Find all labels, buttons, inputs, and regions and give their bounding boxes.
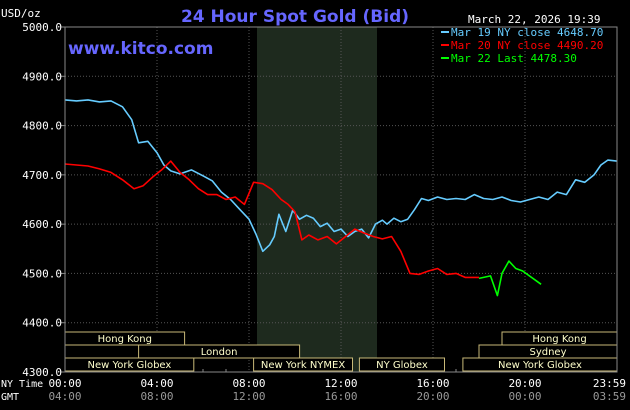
market-session-bars: Hong Kong London New York Globex New York N… [64,331,618,372]
y-tick-label: 4800.0 [22,120,62,133]
market-session-label: London [201,347,238,358]
y-tick-label: 4900.0 [22,70,62,83]
x-tick-label-gmt: 00:00 [508,390,541,403]
x-axis-tick-labels: 00:0004:0004:0008:0008:0012:0012:0016:00… [48,377,626,403]
x-tick-label-nytime: 23:59 [593,377,626,390]
y-tick-label: 4400.0 [22,317,62,330]
legend-entry: Mar 19 NY close 4648.70 [451,26,603,39]
y-tick-label: 4500.0 [22,267,62,280]
market-session-label: New York Globex [87,360,171,371]
ny-session-shading [257,27,377,372]
price-series [64,99,617,297]
market-session-label: New York Globex [498,360,582,371]
series-line-1 [64,160,479,279]
market-session-label: New York NYMEX [261,360,346,371]
x-tick-label-nytime: 08:00 [232,377,265,390]
x-tick-label-gmt: 12:00 [232,390,265,403]
x-tick-label-gmt: 16:00 [324,390,357,403]
y-tick-label: 4600.0 [22,218,62,231]
x-tick-label-nytime: 16:00 [416,377,449,390]
legend-entry: Mar 20 NY close 4490.20 [451,39,603,52]
series-line-0 [64,99,617,253]
market-session-bar [253,357,354,372]
market-session-label: Hong Kong [98,334,152,345]
y-tick-label: 5000.0 [22,21,62,34]
x-axis-row-label-gmt: GMT [1,392,19,403]
plot-border [64,26,618,373]
x-tick-label-gmt: 20:00 [416,390,449,403]
chart-datetime: March 22, 2026 19:39 [468,13,600,26]
x-tick-label-nytime: 20:00 [508,377,541,390]
chart-title: 24 Hour Spot Gold (Bid) [181,7,409,27]
y-tick-label: 4300.0 [22,366,62,379]
x-axis-row-label-nytime: NY Time [1,379,43,390]
x-tick-label-nytime: 12:00 [324,377,357,390]
market-session-bar [358,357,445,372]
x-tick-label-nytime: 04:00 [140,377,173,390]
market-session-label: Hong Kong [532,334,586,345]
x-tick-label-gmt: 04:00 [48,390,81,403]
market-session-bar [138,344,301,359]
market-session-label: Sydney [529,347,566,358]
y-axis-tick-labels: 5000.0 4900.0 4800.0 4700.0 4600.0 4500.0 4400… [22,21,62,379]
x-tick-label-nytime: 00:00 [48,377,81,390]
y-tick-label: 4700.0 [22,169,62,182]
series-line-2 [478,260,542,297]
y-axis-label: USD/oz [1,7,41,20]
market-session-label: NY Globex [376,360,428,371]
watermark-url: www.kitco.com [68,39,213,59]
legend-entry: Mar 22 Last 4478.30 [451,52,577,65]
x-tick-label-gmt: 03:59 [593,390,626,403]
x-tick-label-gmt: 08:00 [140,390,173,403]
